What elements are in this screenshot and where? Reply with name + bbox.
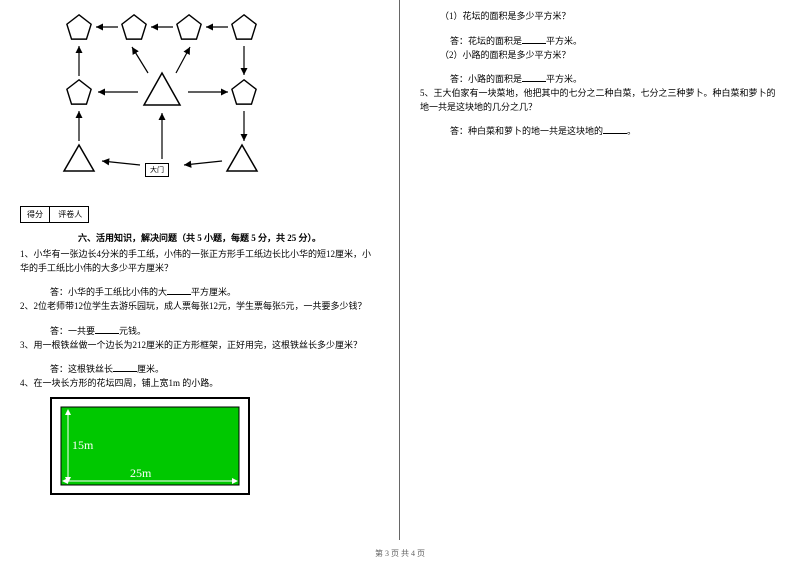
question-5: 5、王大伯家有一块菜地，他把其中的七分之二种白菜，七分之三种萝卜。种白菜和萝卜的… [420, 87, 780, 114]
arrows [60, 13, 260, 193]
question-3: 3、用一根铁丝做一个边长为212厘米的正方形框架，正好用完，这根铁丝长多少厘米？ [20, 339, 379, 353]
width-label: 25m [130, 466, 152, 480]
answer-4-1: 答：花坛的面积是平方米。 [450, 34, 780, 47]
answer-4-2: 答：小路的面积是平方米。 [450, 72, 780, 85]
grader-label: 评卷人 [52, 207, 88, 222]
answer-1: 答：小华的手工纸比小伟的大平方厘米。 [50, 285, 379, 298]
height-label: 15m [72, 438, 94, 452]
answer-3: 答：这根铁丝长厘米。 [50, 362, 379, 375]
section-title: 六、活用知识，解决问题（共 5 小题，每题 5 分，共 25 分）。 [20, 231, 379, 244]
question-4-1: （1）花坛的面积是多少平方米？ [440, 10, 780, 24]
score-label: 得分 [21, 207, 50, 222]
page-footer: 第 3 页 共 4 页 [0, 548, 800, 559]
maze-diagram: 大门 [60, 13, 260, 193]
question-2: 2、2位老师带12位学生去游乐园玩，成人票每张12元，学生票每张5元，一共要多少… [20, 300, 379, 314]
flowerbed-diagram: 15m 25m [50, 397, 250, 497]
score-box: 得分 评卷人 [20, 206, 89, 223]
answer-5: 答：种白菜和萝卜的地一共是这块地的。 [450, 124, 780, 137]
question-1: 1、小华有一张边长4分米的手工纸，小伟的一张正方形手工纸边长比小华的短12厘米，… [20, 248, 379, 275]
question-4: 4、在一块长方形的花坛四周，铺上宽1m 的小路。 [20, 377, 379, 391]
question-4-2: （2）小路的面积是多少平方米？ [440, 49, 780, 63]
answer-2: 答：一共要元钱。 [50, 324, 379, 337]
